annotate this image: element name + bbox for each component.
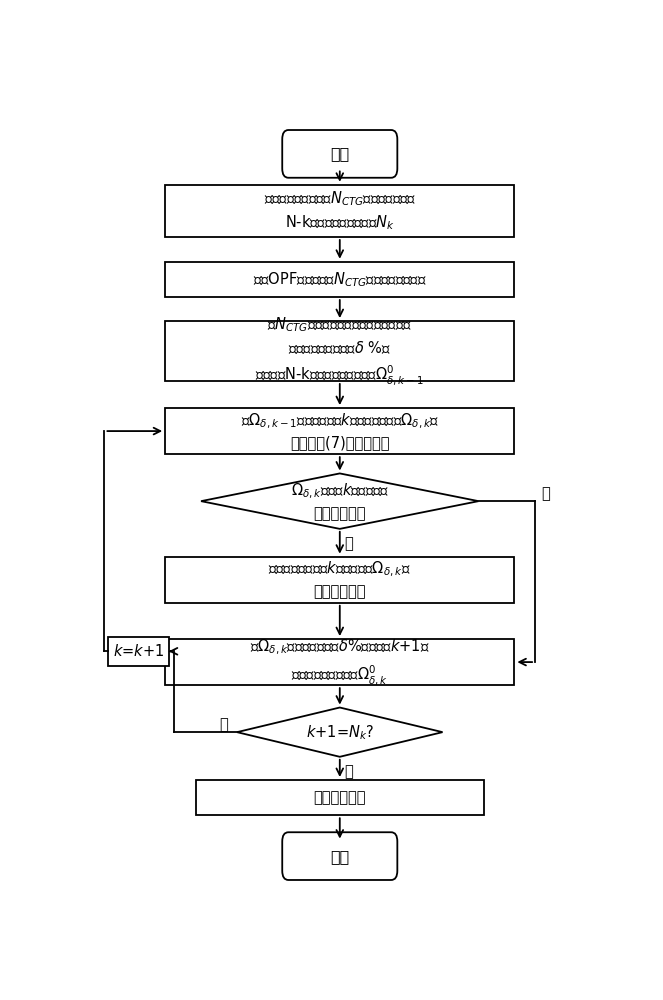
Text: 输入系统数据，设置$N_{CTG}$，设置待筛选的
N-k故障状态的阶数上限$N_k$: 输入系统数据，设置$N_{CTG}$，设置待筛选的 N-k故障状态的阶数上限$N… xyxy=(264,189,416,232)
Polygon shape xyxy=(237,708,443,757)
Text: 是: 是 xyxy=(345,537,353,552)
Text: 输出筛选结果: 输出筛选结果 xyxy=(314,790,366,805)
Text: 取$\Omega_{\delta,k}$中影响最大的前$\delta$%，作为第$k$+1阶
故障筛选的基准集合$\Omega^{0}_{\delta,k}$: 取$\Omega_{\delta,k}$中影响最大的前$\delta$%，作为第… xyxy=(250,637,430,687)
Bar xyxy=(165,262,514,297)
Text: $k$+1=$N_k$?: $k$+1=$N_k$? xyxy=(306,723,374,742)
Text: 开始: 开始 xyxy=(330,146,349,161)
Text: 对$N_{CTG}$阶系统状态影响从大到小排序，
取其中影响最大的前$\delta$ %，
作为高阶N-k故障筛选的基准集合$\Omega^{0}_{\delt: 对$N_{CTG}$阶系统状态影响从大到小排序， 取其中影响最大的前$\delt… xyxy=(255,315,424,387)
Bar xyxy=(196,780,484,815)
Text: 通过OPF算法计算前$N_{CTG}$阶系统状态的影响: 通过OPF算法计算前$N_{CTG}$阶系统状态的影响 xyxy=(253,270,427,289)
Text: $\Omega_{\delta,k}$之外的$k$阶故障是否
会形成孤岛？: $\Omega_{\delta,k}$之外的$k$阶故障是否 会形成孤岛？ xyxy=(290,482,389,521)
Polygon shape xyxy=(201,473,479,529)
Bar xyxy=(165,408,514,454)
Text: $k$=$k$+1: $k$=$k$+1 xyxy=(113,643,164,659)
Text: 否: 否 xyxy=(219,717,228,732)
Text: 结束: 结束 xyxy=(330,849,349,864)
Text: 以$\Omega_{\delta,k-1}$为基准生成第$k$阶故障筛选集合$\Omega_{\delta,k}$，
并根据式(7)估算其影响: 以$\Omega_{\delta,k-1}$为基准生成第$k$阶故障筛选集合$\… xyxy=(241,412,439,451)
Bar xyxy=(165,185,514,237)
FancyBboxPatch shape xyxy=(282,832,397,880)
Bar xyxy=(165,639,514,685)
Bar xyxy=(108,637,168,666)
Text: 否: 否 xyxy=(541,486,550,501)
Bar xyxy=(165,321,514,381)
Text: 将能够形成孤岛的$k$阶故障加入$\Omega_{\delta,k}$，
并计算其影响: 将能够形成孤岛的$k$阶故障加入$\Omega_{\delta,k}$， 并计算… xyxy=(269,560,411,599)
FancyBboxPatch shape xyxy=(282,130,397,178)
Bar xyxy=(165,557,514,603)
Text: 是: 是 xyxy=(345,764,353,779)
